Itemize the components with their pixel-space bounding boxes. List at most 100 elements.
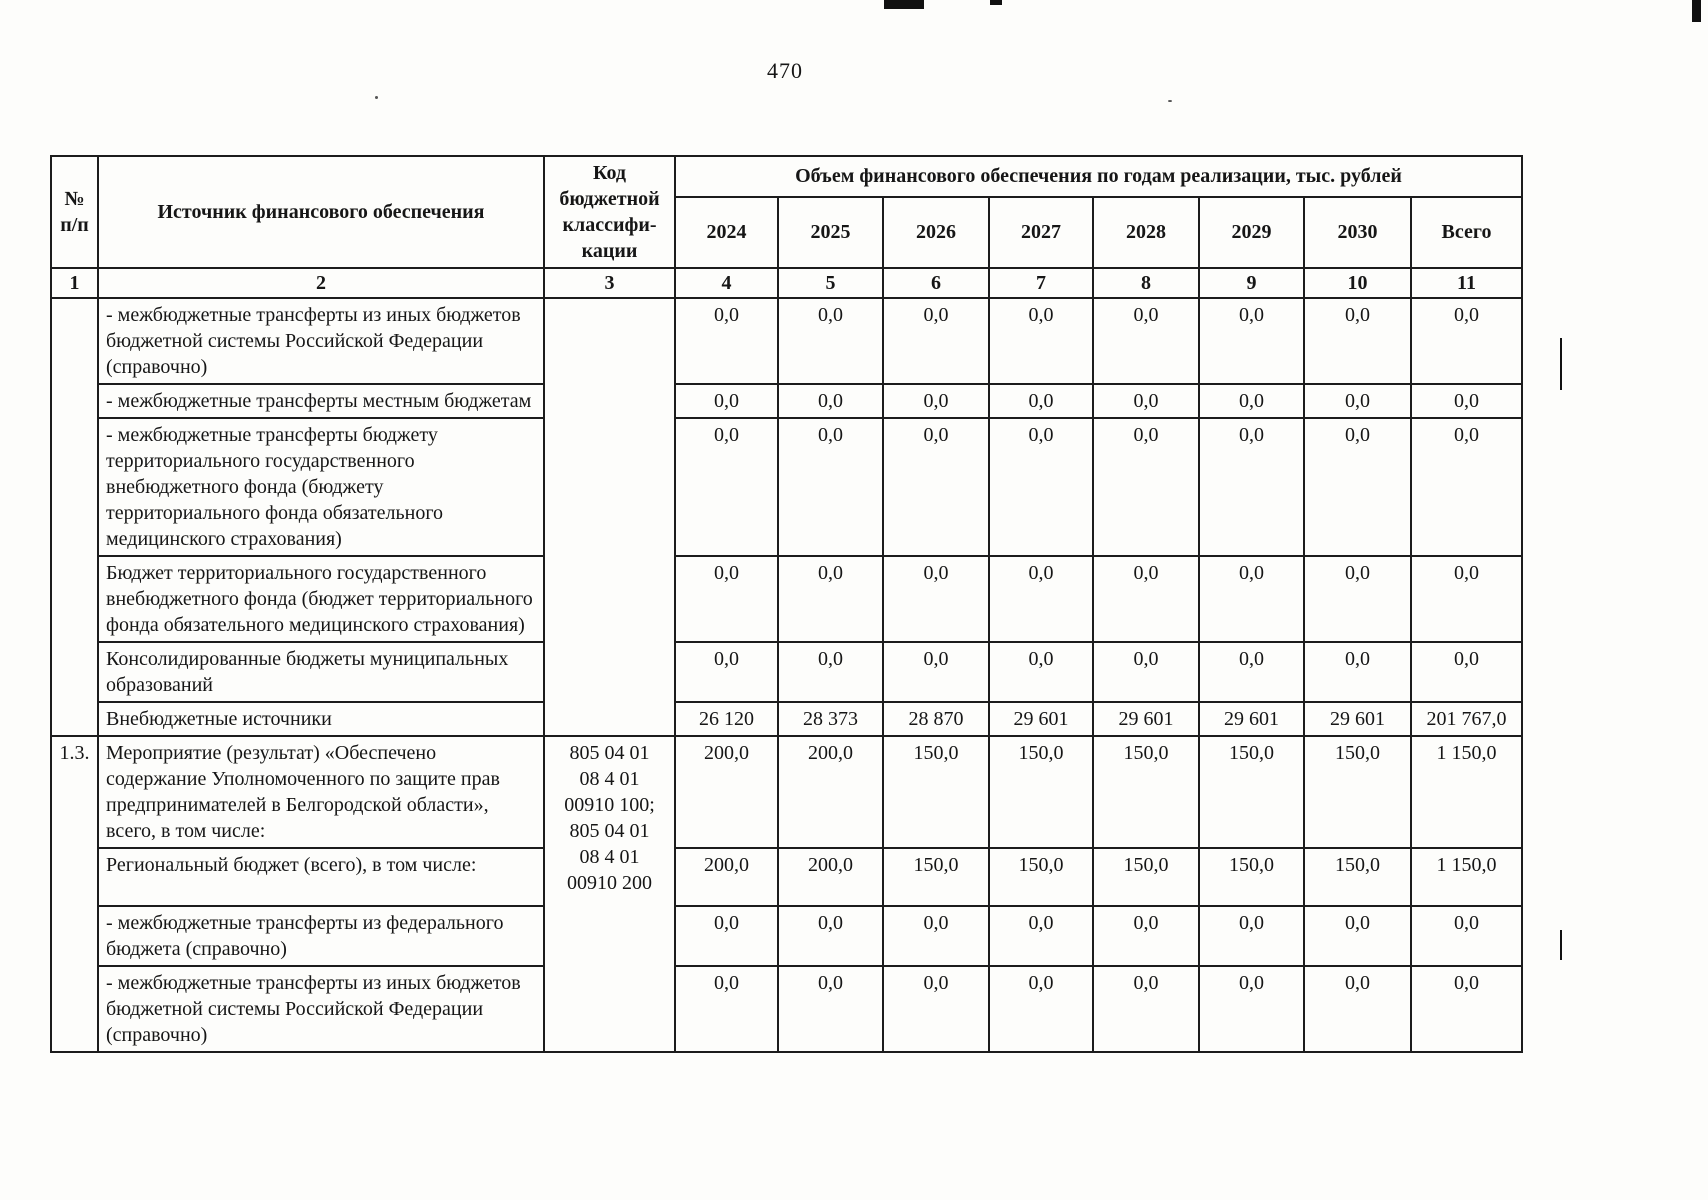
table-row: - межбюджетные трансферты бюджету террит… xyxy=(51,417,1523,557)
col-header-volume-title: Объем финансового обеспечения по годам р… xyxy=(674,155,1523,198)
value-cell: 0,0 xyxy=(1092,417,1200,557)
value-cell: 0,0 xyxy=(988,641,1094,703)
value-cell: 0,0 xyxy=(674,641,779,703)
column-index: 10 xyxy=(1303,267,1412,299)
value-cell: 0,0 xyxy=(1303,297,1412,385)
source-label: Региональный бюджет (всего), в том числе… xyxy=(97,847,545,907)
year-header-2027: 2027 xyxy=(988,195,1094,270)
value-cell: 0,0 xyxy=(988,297,1094,385)
col-header-num: № п/п xyxy=(50,155,99,269)
col-header-code: Код бюджетной классифи- кации xyxy=(543,155,676,269)
value-cell: 0,0 xyxy=(1410,905,1523,967)
value-cell: 0,0 xyxy=(1198,297,1305,385)
value-cell: 1 150,0 xyxy=(1410,847,1523,907)
value-cell: 0,0 xyxy=(988,555,1094,643)
value-cell: 0,0 xyxy=(1303,641,1412,703)
column-index: 7 xyxy=(988,267,1094,299)
col-header-source: Источник финансового обеспечения xyxy=(97,155,545,269)
scan-artifact xyxy=(1560,930,1562,960)
value-cell: 150,0 xyxy=(1303,735,1412,849)
value-cell: 0,0 xyxy=(988,905,1094,967)
value-cell: 0,0 xyxy=(988,383,1094,419)
value-cell: 0,0 xyxy=(882,555,990,643)
scan-artifact xyxy=(1560,338,1562,390)
value-cell: 0,0 xyxy=(674,965,779,1053)
value-cell: 0,0 xyxy=(1303,555,1412,643)
value-cell: 0,0 xyxy=(1303,417,1412,557)
source-label: Бюджет территориального государственного… xyxy=(97,555,545,643)
column-index: 3 xyxy=(543,267,676,299)
year-header-2030: 2030 xyxy=(1303,195,1412,270)
table-row: - межбюджетные трансферты местным бюджет… xyxy=(51,383,1523,419)
value-cell: 0,0 xyxy=(1092,965,1200,1053)
value-cell: 150,0 xyxy=(1303,847,1412,907)
value-cell: 26 120 xyxy=(674,701,779,737)
year-header-total: Всего xyxy=(1410,195,1523,270)
value-cell: 0,0 xyxy=(674,555,779,643)
value-cell: 0,0 xyxy=(674,905,779,967)
value-cell: 0,0 xyxy=(777,297,884,385)
value-cell: 29 601 xyxy=(1092,701,1200,737)
value-cell: 1 150,0 xyxy=(1410,735,1523,849)
value-cell: 150,0 xyxy=(988,847,1094,907)
value-cell: 150,0 xyxy=(1198,847,1305,907)
value-cell: 0,0 xyxy=(674,417,779,557)
column-index: 4 xyxy=(674,267,779,299)
value-cell: 150,0 xyxy=(988,735,1094,849)
table-row: 1.3. Мероприятие (результат) «Обеспечено… xyxy=(50,735,1523,1053)
value-cell: 0,0 xyxy=(882,965,990,1053)
value-cell: 0,0 xyxy=(1198,383,1305,419)
table-row: Региональный бюджет (всего), в том числе… xyxy=(51,847,1523,907)
value-cell: 0,0 xyxy=(777,905,884,967)
value-cell: 0,0 xyxy=(1303,965,1412,1053)
financing-table: № п/п Источник финансового обеспечения К… xyxy=(50,155,1523,1053)
value-cell: 201 767,0 xyxy=(1410,701,1523,737)
value-cell: 0,0 xyxy=(674,297,779,385)
value-cell: 0,0 xyxy=(1303,905,1412,967)
value-cell: 0,0 xyxy=(1410,965,1523,1053)
column-index: 11 xyxy=(1410,267,1523,299)
value-cell: 0,0 xyxy=(674,383,779,419)
column-index: 6 xyxy=(882,267,990,299)
value-cell: 28 373 xyxy=(777,701,884,737)
source-label: - межбюджетные трансферты из иных бюджет… xyxy=(97,297,545,385)
scan-speck xyxy=(375,96,378,99)
table-row: Консолидированные бюджеты муниципальных … xyxy=(51,641,1523,703)
scan-speck xyxy=(1168,100,1172,102)
value-cell: 28 870 xyxy=(882,701,990,737)
value-cell: 0,0 xyxy=(882,641,990,703)
value-cell: 0,0 xyxy=(1198,965,1305,1053)
value-cell: 0,0 xyxy=(777,555,884,643)
value-cell: 0,0 xyxy=(1410,417,1523,557)
value-cell: 0,0 xyxy=(1410,297,1523,385)
value-cell: 0,0 xyxy=(1410,641,1523,703)
source-label: Мероприятие (результат) «Обеспечено соде… xyxy=(97,735,545,849)
table-row: - межбюджетные трансферты из иных бюджет… xyxy=(51,965,1523,1053)
source-label: - межбюджетные трансферты бюджету террит… xyxy=(97,417,545,557)
source-label: - межбюджетные трансферты местным бюджет… xyxy=(97,383,545,419)
value-cell: 29 601 xyxy=(988,701,1094,737)
value-cell: 0,0 xyxy=(988,965,1094,1053)
row-num xyxy=(50,297,99,737)
column-index: 5 xyxy=(777,267,884,299)
column-index: 2 xyxy=(97,267,545,299)
value-cell: 0,0 xyxy=(1198,905,1305,967)
scan-artifact xyxy=(1692,0,1701,22)
value-cell: 29 601 xyxy=(1303,701,1412,737)
value-cell: 200,0 xyxy=(674,847,779,907)
value-cell: 150,0 xyxy=(882,735,990,849)
value-cell: 0,0 xyxy=(882,417,990,557)
value-cell: 0,0 xyxy=(882,905,990,967)
value-cell: 0,0 xyxy=(777,965,884,1053)
row-num: 1.3. xyxy=(50,735,99,1053)
value-cell: 0,0 xyxy=(882,383,990,419)
source-label: - межбюджетные трансферты из федеральног… xyxy=(97,905,545,967)
value-cell: 0,0 xyxy=(1303,383,1412,419)
year-header-2026: 2026 xyxy=(882,195,990,270)
source-label: Внебюджетные источники xyxy=(97,701,545,737)
table-row: - межбюджетные трансферты из федеральног… xyxy=(51,905,1523,967)
column-index-row: 1 2 3 4 5 6 7 8 9 10 11 xyxy=(50,267,1523,299)
column-index: 8 xyxy=(1092,267,1200,299)
source-label: Консолидированные бюджеты муниципальных … xyxy=(97,641,545,703)
table-row: Бюджет территориального государственного… xyxy=(51,555,1523,643)
